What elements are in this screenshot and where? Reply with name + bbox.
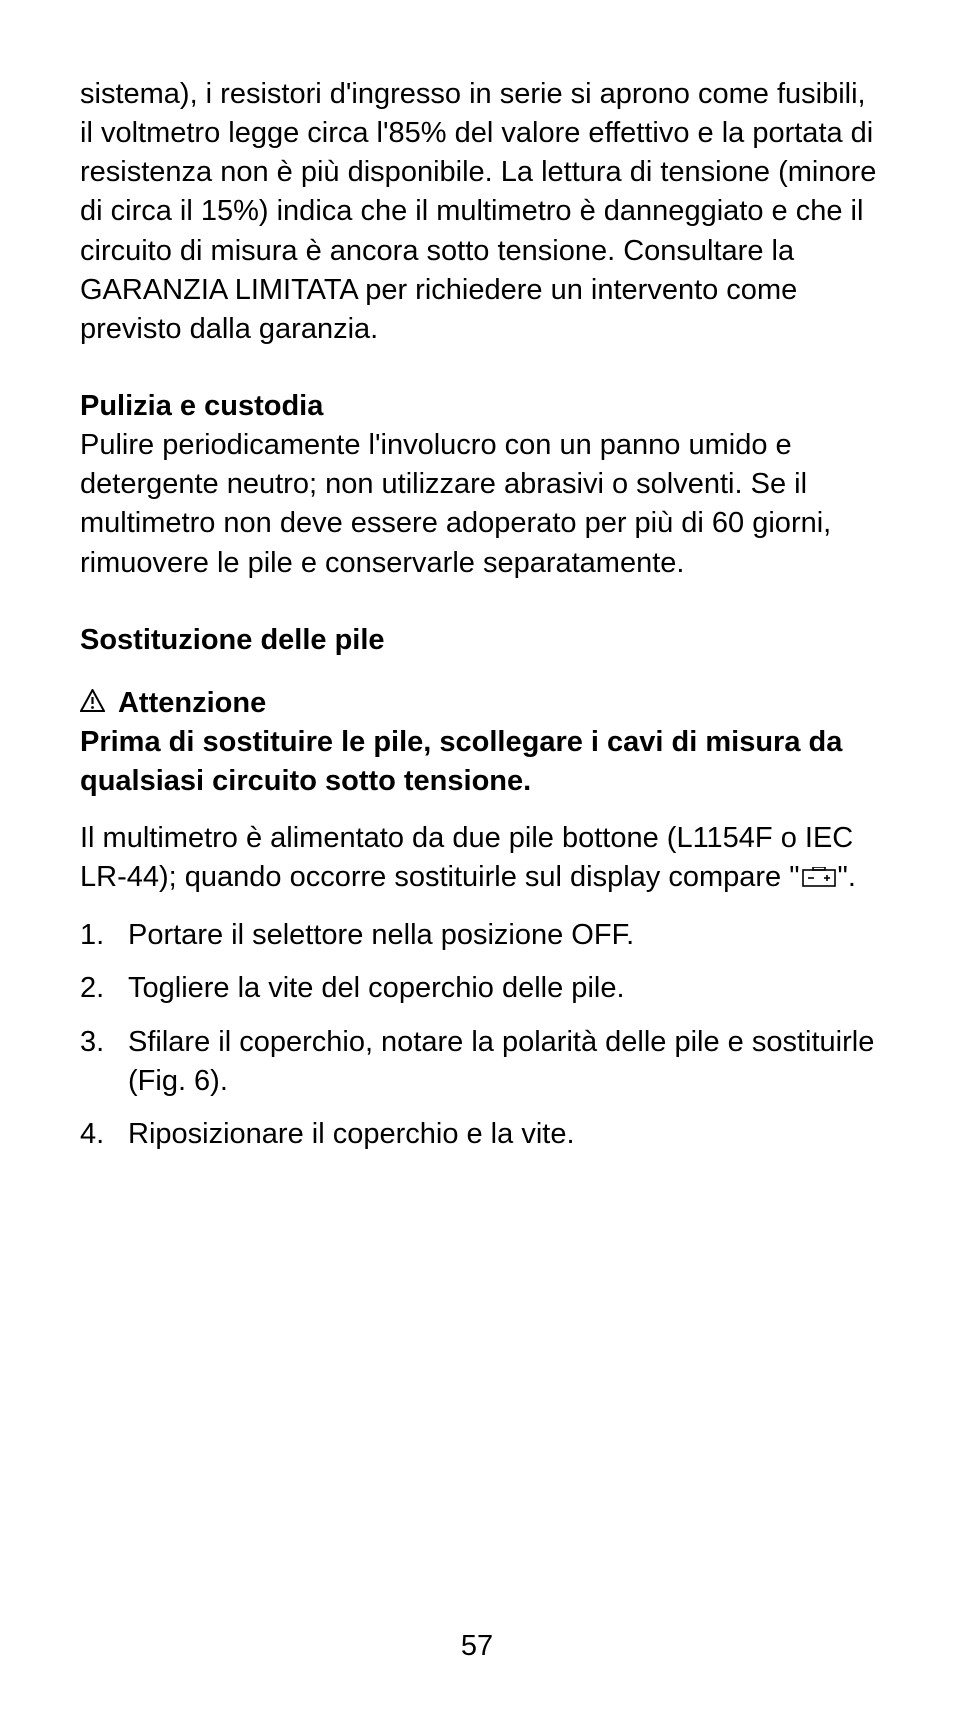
warning-label: Attenzione	[118, 687, 266, 719]
step-text: Riposizionare il coperchio e la vite.	[128, 1118, 575, 1150]
battery-intro-before: Il multimetro è alimentato da due pile b…	[80, 822, 853, 893]
list-item: 3. Sfilare il coperchio, notare la polar…	[80, 1023, 879, 1101]
battery-intro: Il multimetro è alimentato da due pile b…	[80, 819, 879, 898]
list-number: 1.	[80, 916, 104, 955]
warning-block: Attenzione Prima di sostituire le pile, …	[80, 684, 879, 801]
step-text: Sfilare il coperchio, notare la polarità…	[128, 1026, 874, 1097]
list-number: 2.	[80, 969, 104, 1008]
list-item: 2. Togliere la vite del coperchio delle …	[80, 969, 879, 1008]
list-number: 4.	[80, 1115, 104, 1154]
list-item: 4. Riposizionare il coperchio e la vite.	[80, 1115, 879, 1154]
battery-intro-after: ".	[838, 861, 856, 893]
battery-section: Sostituzione delle pile Attenzione Prima…	[80, 621, 879, 1154]
battery-icon	[802, 859, 836, 898]
list-number: 3.	[80, 1023, 104, 1062]
list-item: 1. Portare il selettore nella posizione …	[80, 916, 879, 955]
warning-body: Prima di sostituire le pile, scollegare …	[80, 723, 879, 801]
intro-paragraph: sistema), i resistori d'ingresso in seri…	[80, 75, 879, 349]
warning-icon	[80, 684, 105, 723]
battery-steps-list: 1. Portare il selettore nella posizione …	[80, 916, 879, 1154]
cleaning-heading: Pulizia e custodia	[80, 387, 879, 426]
step-text: Portare il selettore nella posizione OFF…	[128, 919, 634, 951]
warning-title-row: Attenzione	[80, 684, 879, 723]
cleaning-text: Pulire periodicamente l'involucro con un…	[80, 426, 879, 583]
battery-heading: Sostituzione delle pile	[80, 621, 879, 660]
page-number: 57	[0, 1630, 954, 1663]
step-text: Togliere la vite del coperchio delle pil…	[128, 972, 625, 1004]
cleaning-section: Pulizia e custodia Pulire periodicamente…	[80, 387, 879, 583]
